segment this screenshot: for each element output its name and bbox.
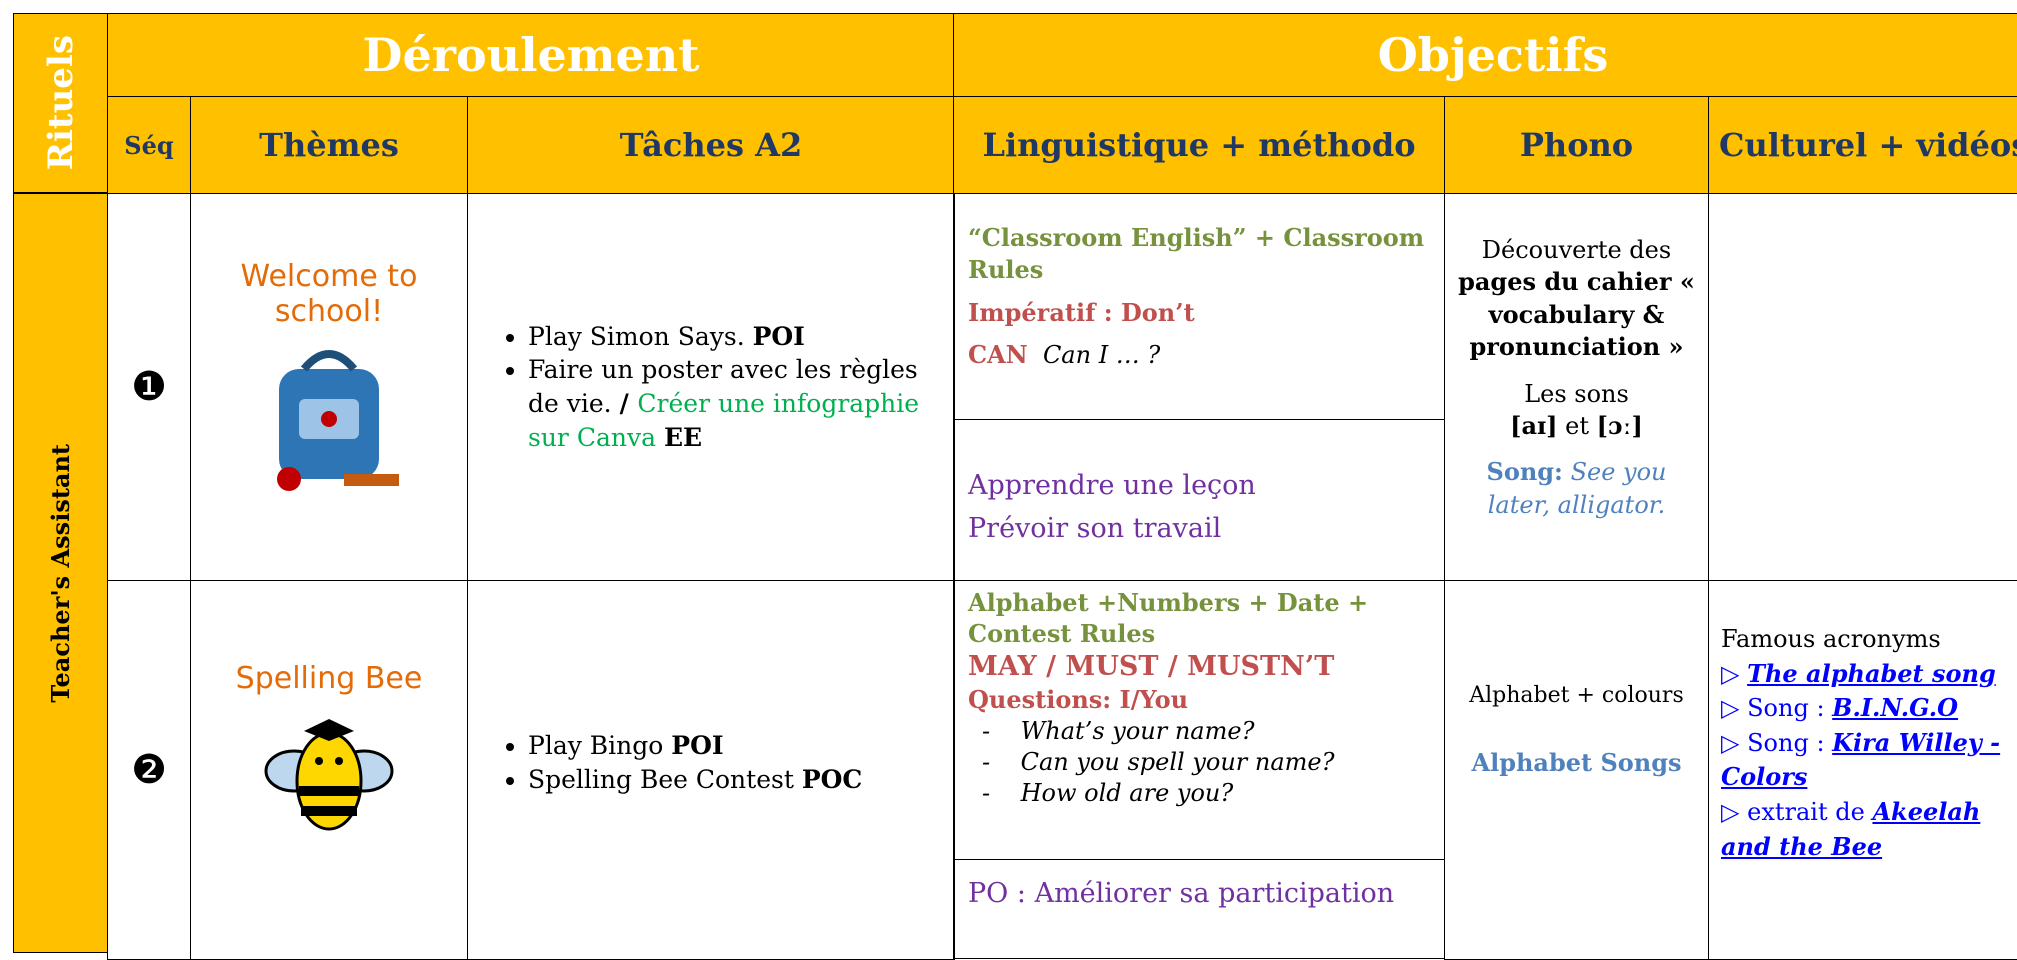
text: Famous acronyms xyxy=(1721,625,1941,653)
text: Alphabet Songs xyxy=(1471,747,1682,777)
text: See you later, alligator. xyxy=(1487,458,1667,519)
page: {"header":{"rituels":"Rituels","deroulem… xyxy=(0,0,2017,931)
icon: ▷ xyxy=(1721,797,1740,826)
rituels: Rituels xyxy=(40,35,81,171)
text: Play Simon Says. xyxy=(528,321,753,351)
text: Apprendre une leçon xyxy=(968,470,1256,501)
text: Spelling Bee Contest xyxy=(528,764,802,794)
culturel-cell: Famous acronyms ▷ The alphabet song ▷ So… xyxy=(1708,580,2017,960)
phono-cell: Découverte des pages du cahier « vocabul… xyxy=(1444,193,1709,581)
text: Song : xyxy=(1747,694,1833,723)
text: / xyxy=(619,389,638,418)
icon: ▷ xyxy=(1721,659,1740,688)
text: Créer une infographie sur Canva xyxy=(528,389,920,452)
col-header: Séq xyxy=(107,96,191,194)
text: EE xyxy=(663,422,703,452)
question: - What’s your name? xyxy=(982,716,1255,745)
theme: Welcome to school! xyxy=(240,259,418,329)
ling-cell: Alphabet +Numbers + Date + Contest Rules… xyxy=(953,580,1445,860)
tasks-cell: Play Bingo POI Spelling Bee Contest POC xyxy=(467,580,955,960)
question: - How old are you? xyxy=(982,779,1234,808)
icon: ▷ xyxy=(1721,694,1740,723)
phono-cell: Alphabet + colours Alphabet Songs xyxy=(1444,580,1709,960)
theme-cell: Welcome to school! xyxy=(190,193,468,581)
col-header: Linguistique + méthodo xyxy=(953,96,1445,194)
seq: ❷ xyxy=(107,580,191,960)
bee-image xyxy=(264,719,394,831)
methodo-cell: PO : Améliorer sa participation xyxy=(953,859,1445,959)
task-list: Play Bingo POI Spelling Bee Contest POC xyxy=(468,729,862,797)
text: Alphabet +Numbers + Date + Contest Rules xyxy=(968,588,1369,649)
text: “Classroom English” + Classroom Rules xyxy=(968,223,1425,285)
text: [ɔː] xyxy=(1596,410,1643,440)
icon: ▷ xyxy=(1721,728,1740,757)
link[interactable]: Kira Willey - Colors xyxy=(1721,727,2001,792)
text: Alphabet + colours xyxy=(1469,683,1684,708)
text: PO : Améliorer sa participation xyxy=(968,878,1395,909)
text: et xyxy=(1565,411,1590,440)
task: Faire un poster avec les règles de vie. … xyxy=(528,353,954,454)
methodo-cell: Apprendre une leçon Prévoir son travail xyxy=(953,419,1445,581)
text: Song : xyxy=(1747,728,1833,757)
text: How old are you? xyxy=(1020,779,1234,808)
col-header: Phono xyxy=(1444,96,1709,194)
tasks-cell: Play Simon Says. POI Faire un poster ave… xyxy=(467,193,955,581)
side: Teacher's Assistant xyxy=(13,193,108,953)
text: POC xyxy=(801,764,863,794)
task: Play Simon Says. POI xyxy=(528,320,954,354)
objectifs-header: Objectifs xyxy=(953,13,2017,97)
col-header: Culturel + vidéos xyxy=(1708,96,2017,194)
text: Questions: I/You xyxy=(968,685,1189,715)
text: Prévoir son travail xyxy=(968,513,1222,545)
text: Impératif : Don’t xyxy=(968,297,1195,327)
rituels-header: Rituels xyxy=(13,13,108,193)
seq: ❶ xyxy=(107,193,191,581)
task: Spelling Bee Contest POC xyxy=(528,763,862,797)
text: CAN xyxy=(968,340,1028,370)
text: extrait de xyxy=(1747,797,1865,826)
text: Faire un poster avec les règles de vie. xyxy=(528,355,918,418)
text: Les sons xyxy=(1524,379,1629,408)
question: - Can you spell your name? xyxy=(982,747,1335,776)
theme-cell: Spelling Bee xyxy=(190,580,468,960)
task-list: Play Simon Says. POI Faire un poster ave… xyxy=(468,320,954,455)
ling-cell: “Classroom English” + Classroom Rules Im… xyxy=(953,193,1445,420)
side-label: Teacher's Assistant xyxy=(46,443,75,703)
col-header: Thèmes xyxy=(190,96,468,194)
text: Song: xyxy=(1486,457,1563,487)
text: Can you spell your name? xyxy=(1020,747,1335,776)
text: POI xyxy=(752,321,805,351)
link[interactable]: The alphabet song xyxy=(1747,658,1996,688)
deroulement-header: Déroulement xyxy=(107,13,955,97)
link[interactable]: Akeelah and the Bee xyxy=(1721,796,1981,861)
text: pages du cahier « vocabulary & pronuncia… xyxy=(1458,267,1695,362)
bag-image xyxy=(277,350,399,491)
text: Découverte des xyxy=(1481,236,1672,264)
col-header: Tâches A2 xyxy=(467,96,955,194)
culturel-cell xyxy=(1708,193,2017,581)
text: Can I … ? xyxy=(1042,341,1161,370)
task: Play Bingo POI xyxy=(528,729,862,763)
text: [aɪ] xyxy=(1510,410,1558,440)
theme: Spelling Bee xyxy=(235,661,423,696)
text: POI xyxy=(671,731,724,760)
text: MAY / MUST / MUSTN’T xyxy=(968,651,1335,683)
text: What’s your name? xyxy=(1020,716,1255,745)
link[interactable]: B.I.N.G.O xyxy=(1832,693,1959,723)
text: Play Bingo xyxy=(528,731,672,760)
